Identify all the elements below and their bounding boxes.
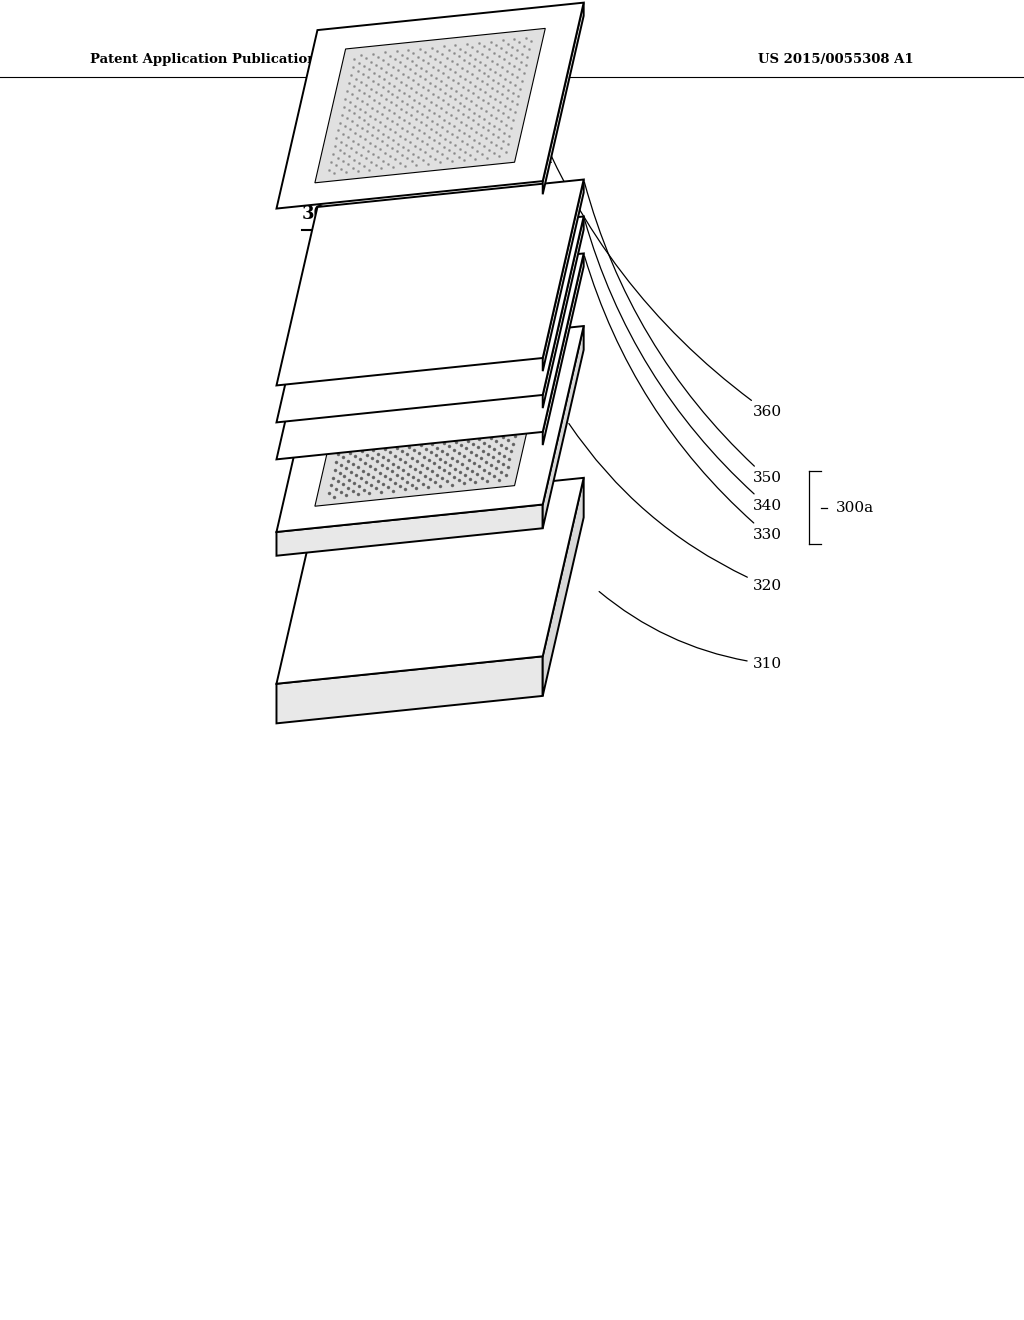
Polygon shape xyxy=(543,180,584,371)
Polygon shape xyxy=(543,253,584,445)
Polygon shape xyxy=(276,504,543,556)
Polygon shape xyxy=(276,216,584,422)
Text: 300: 300 xyxy=(302,205,340,223)
Polygon shape xyxy=(276,656,543,723)
Polygon shape xyxy=(315,351,545,506)
Polygon shape xyxy=(276,326,584,532)
Polygon shape xyxy=(315,28,545,182)
Polygon shape xyxy=(276,478,584,684)
Text: 350: 350 xyxy=(585,182,781,484)
Polygon shape xyxy=(276,253,584,459)
Text: 360: 360 xyxy=(534,115,781,418)
Polygon shape xyxy=(543,3,584,194)
Text: 300a: 300a xyxy=(836,500,873,515)
Text: US 2015/0055308 A1: US 2015/0055308 A1 xyxy=(758,53,913,66)
Text: 340: 340 xyxy=(585,219,781,512)
Text: 330: 330 xyxy=(585,256,781,541)
Polygon shape xyxy=(276,3,584,209)
Polygon shape xyxy=(276,180,584,385)
Text: Feb. 26, 2015  Sheet 3 of 20: Feb. 26, 2015 Sheet 3 of 20 xyxy=(352,53,559,66)
Text: 320: 320 xyxy=(569,424,781,593)
Polygon shape xyxy=(543,478,584,696)
Text: 310: 310 xyxy=(599,591,781,671)
Polygon shape xyxy=(543,326,584,528)
Text: FIG. 3A: FIG. 3A xyxy=(453,144,551,168)
Polygon shape xyxy=(543,216,584,408)
Text: Patent Application Publication: Patent Application Publication xyxy=(90,53,316,66)
